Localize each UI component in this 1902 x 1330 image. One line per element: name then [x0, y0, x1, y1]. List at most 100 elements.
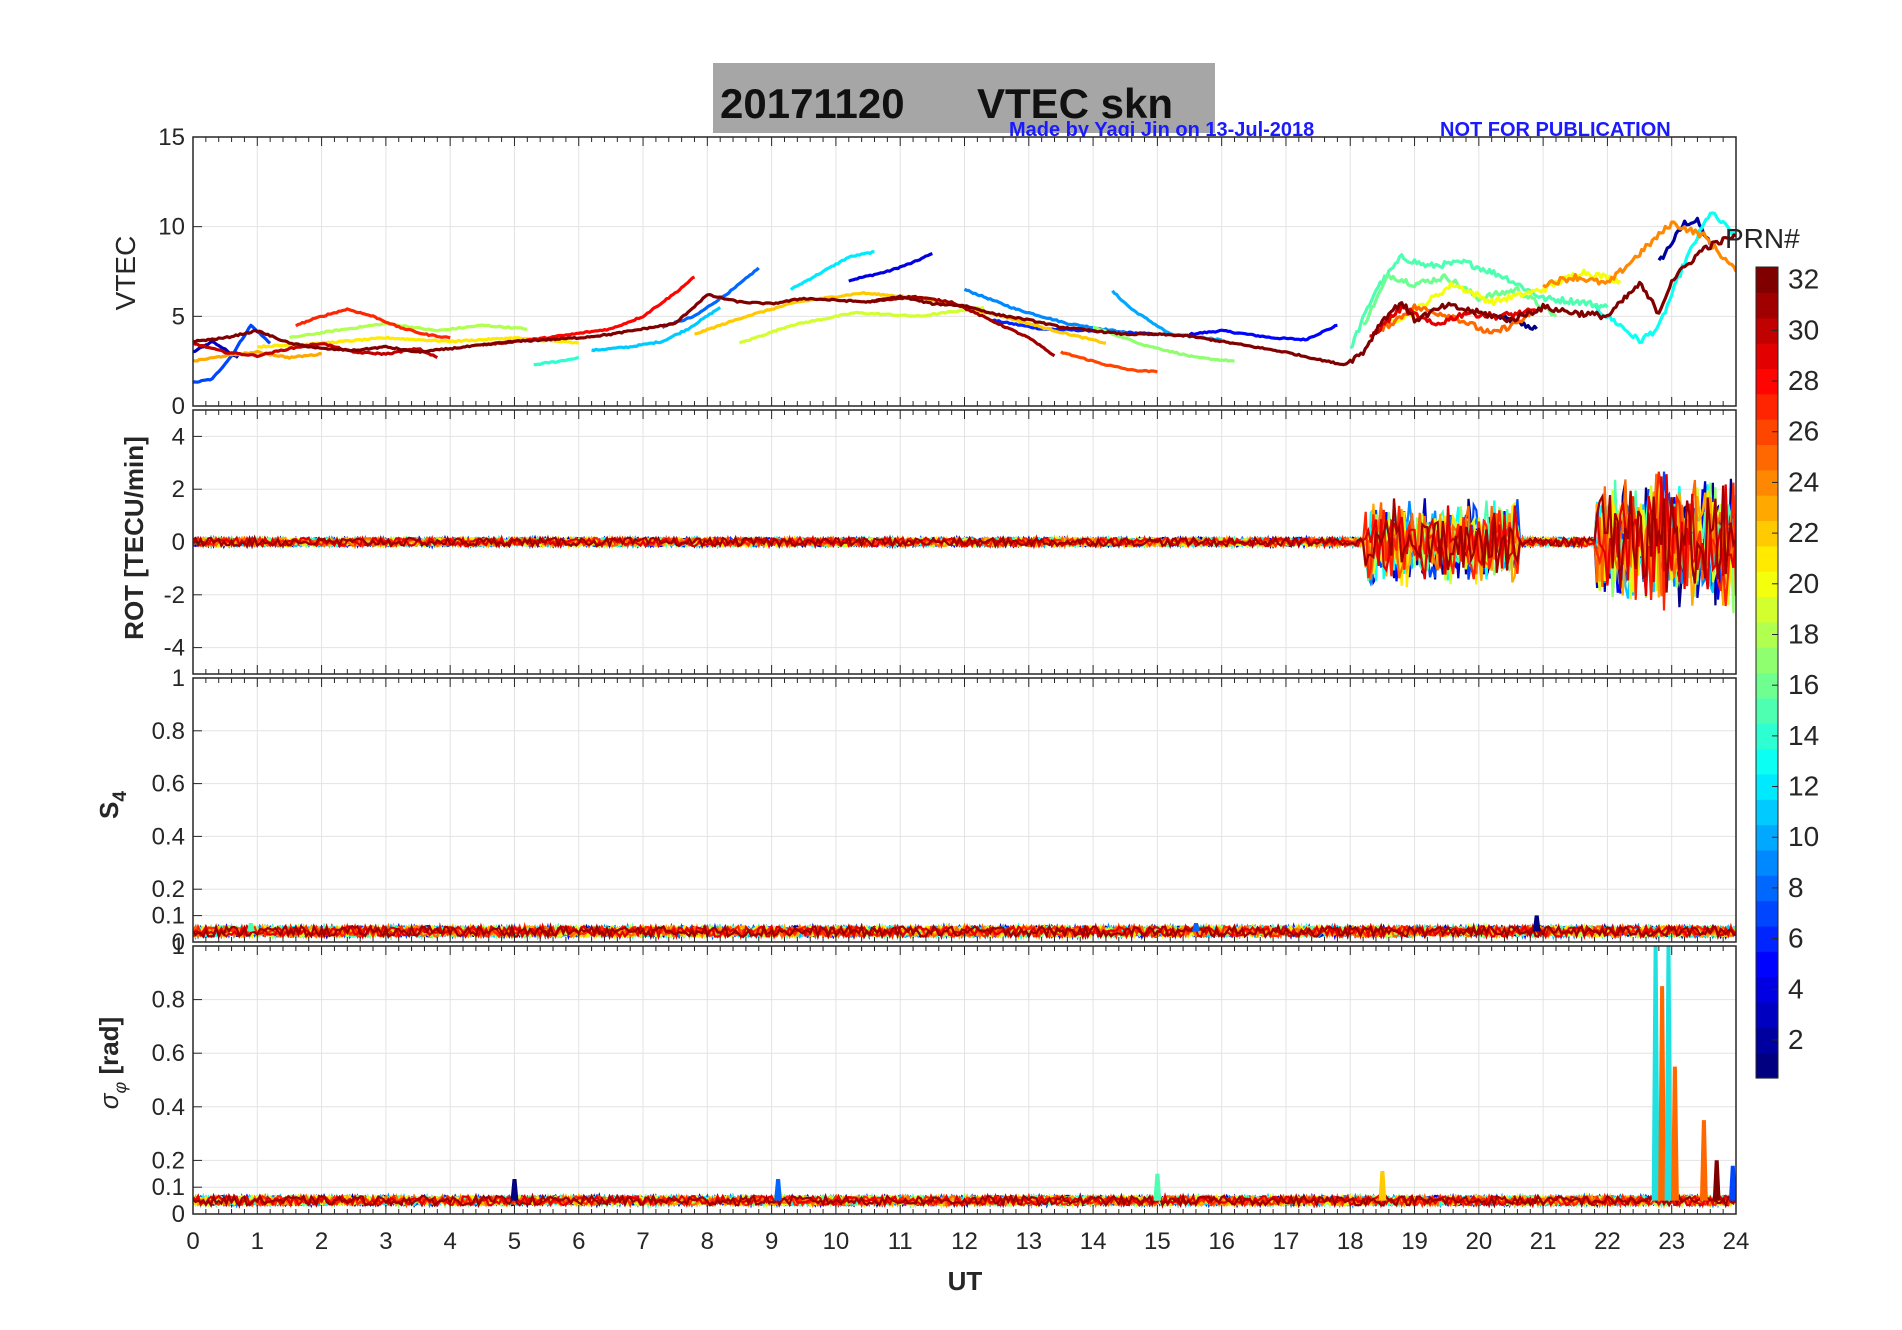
- noise-series-prn-29: [193, 474, 1736, 597]
- y-tick-label: 4: [172, 423, 185, 450]
- colorbar-tick-label: 24: [1788, 466, 1819, 497]
- noise-series-prn-27: [193, 1192, 1736, 1209]
- colorbar-segment: [1756, 621, 1778, 648]
- vtec-series-prn-14: [533, 356, 580, 367]
- peak-spike: [1378, 1170, 1387, 1201]
- y-tick-label: 0.1: [152, 1174, 185, 1201]
- x-tick-label: 14: [1080, 1228, 1107, 1255]
- peak-spike: [510, 1179, 519, 1201]
- x-tick-label: 22: [1594, 1228, 1621, 1255]
- y-tick-label: 0.6: [152, 1040, 185, 1067]
- x-tick-label: 16: [1208, 1228, 1235, 1255]
- vtec-series-prn-27: [294, 307, 451, 340]
- peak-spike: [1153, 1173, 1162, 1201]
- credit-text: Made by Yaqi Jin on 13-Jul-2018: [1009, 119, 1314, 141]
- peak-spike: [1728, 1165, 1736, 1201]
- vtec-series-prn-26: [1059, 350, 1158, 374]
- colorbar-tick-label: 4: [1788, 973, 1804, 1004]
- colorbar-tick-label: 6: [1788, 923, 1804, 954]
- colorbar-segment: [1756, 951, 1778, 978]
- s4-ylabel-main: S: [94, 802, 124, 819]
- y-tick-label: 0.2: [152, 876, 185, 903]
- x-tick-label: 8: [701, 1228, 714, 1255]
- title-text: VTEC skn: [977, 80, 1173, 127]
- vtec-series-prn-19: [738, 305, 985, 345]
- y-tick-label: 2: [172, 476, 185, 503]
- colorbar-tick-label: 2: [1788, 1024, 1804, 1055]
- series-group: [193, 471, 1736, 614]
- colorbar-segment: [1756, 647, 1778, 674]
- peak-spike: [1664, 946, 1673, 1201]
- colorbar-segment: [1756, 849, 1778, 876]
- y-tick-label: 0.6: [152, 771, 185, 798]
- y-tick-label: 0: [172, 1201, 185, 1228]
- s4-ylabel: S4: [94, 791, 131, 819]
- colorbar-segment: [1756, 697, 1778, 724]
- peak-spike: [1532, 915, 1541, 932]
- colorbar-tick-label: 28: [1788, 365, 1819, 396]
- colorbar-segment: [1756, 748, 1778, 775]
- colorbar-segment: [1756, 343, 1778, 369]
- colorbar-segment: [1756, 393, 1778, 420]
- vtec-series-prn-4: [848, 252, 933, 283]
- x-tick-label: 5: [508, 1228, 521, 1255]
- vtec-series-prn-5: [1188, 323, 1338, 342]
- colorbar-tick-label: 16: [1788, 669, 1819, 700]
- vtec-ylabel: VTEC: [110, 236, 141, 311]
- svg-text:S4: S4: [94, 791, 131, 819]
- colorbar-segment: [1756, 773, 1778, 800]
- x-tick-label: 15: [1144, 1228, 1171, 1255]
- y-tick-label: 5: [172, 303, 185, 330]
- colorbar-tick-label: 18: [1788, 618, 1819, 649]
- svg-text:σφ [rad]: σφ [rad]: [94, 1017, 130, 1109]
- vtec-series-prn-15: [1349, 253, 1609, 350]
- x-tick-label: 3: [379, 1228, 392, 1255]
- vtec-panel: 0 5 10 15: [158, 124, 1737, 420]
- notice-text: NOT FOR PUBLICATION: [1440, 119, 1671, 141]
- sigma-ylabel-main: σ: [94, 1092, 124, 1109]
- colorbar-tick-label: 8: [1788, 872, 1804, 903]
- colorbar-segment: [1756, 1052, 1778, 1079]
- colorbar-segment: [1756, 976, 1778, 1003]
- y-tick-label: 0.4: [152, 1094, 185, 1121]
- colorbar-segment: [1756, 799, 1778, 826]
- colorbar-segment: [1756, 267, 1778, 293]
- vtec-series-prn-23: [193, 349, 322, 363]
- colorbar-segment: [1756, 596, 1778, 623]
- x-tick-label: 9: [765, 1228, 778, 1255]
- colorbar-label: PRN#: [1725, 223, 1800, 254]
- title-box: [713, 63, 1215, 133]
- x-tick-label: 18: [1337, 1228, 1364, 1255]
- y-tick-label: 15: [158, 124, 185, 151]
- colorbar-segment: [1756, 317, 1778, 344]
- noise-series-prn-31: [193, 1192, 1736, 1209]
- vtec-series-prn-11: [591, 306, 722, 353]
- x-tick-label: 1: [251, 1228, 264, 1255]
- y-tick-label: 1: [172, 933, 185, 960]
- colorbar-tick-label: 30: [1788, 314, 1819, 345]
- colorbar-segment: [1756, 571, 1778, 598]
- series-group: [193, 946, 1736, 1210]
- x-tick-label: 20: [1465, 1228, 1492, 1255]
- colorbar-tick-label: 22: [1788, 517, 1819, 548]
- x-tick-label: 21: [1530, 1228, 1557, 1255]
- x-tick-label: 11: [888, 1228, 913, 1255]
- x-tick-label: 13: [1015, 1228, 1042, 1255]
- rot-ylabel: ROT [TECU/min]: [119, 436, 149, 640]
- vtec-series-prn-24: [1542, 220, 1736, 289]
- colorbar-segment: [1756, 292, 1778, 319]
- colorbar-segment: [1756, 495, 1778, 522]
- colorbar-frame: [1755, 266, 1779, 1079]
- y-tick-label: 0: [172, 929, 185, 956]
- y-tick-label: 0.2: [152, 1147, 185, 1174]
- colorbar-segment: [1756, 672, 1778, 699]
- peak-spike: [1699, 1120, 1708, 1201]
- x-tick-label: 2: [315, 1228, 328, 1255]
- colorbar-segment: [1756, 444, 1778, 471]
- y-tick-label: 0: [172, 529, 185, 556]
- x-axis-label: UT: [948, 1266, 983, 1296]
- vtec-series-prn-17: [1092, 325, 1235, 363]
- peak-spike: [1658, 986, 1666, 1201]
- peak-spike: [1192, 923, 1200, 932]
